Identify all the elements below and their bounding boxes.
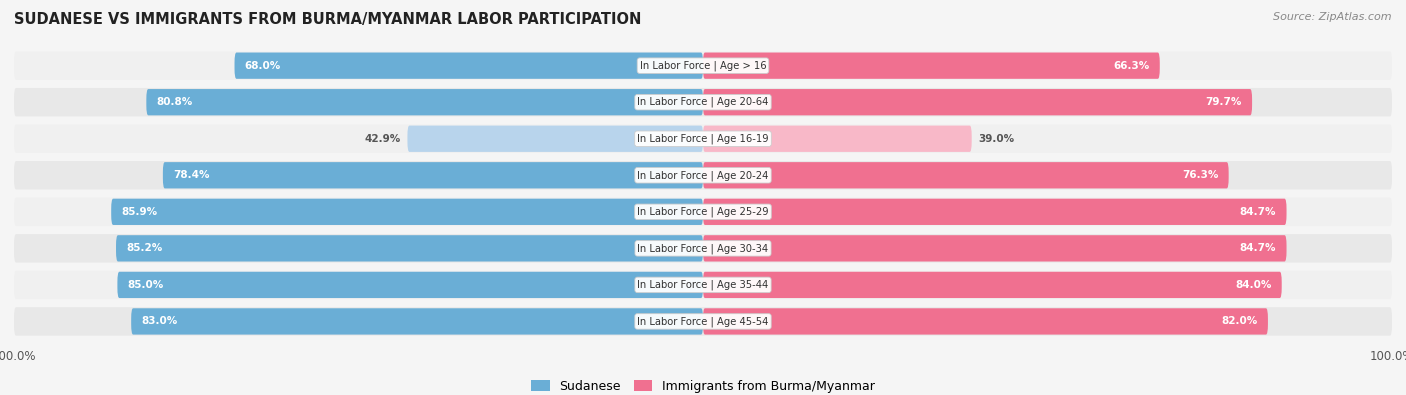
Text: In Labor Force | Age 35-44: In Labor Force | Age 35-44 xyxy=(637,280,769,290)
Text: In Labor Force | Age 45-54: In Labor Force | Age 45-54 xyxy=(637,316,769,327)
FancyBboxPatch shape xyxy=(131,308,703,335)
FancyBboxPatch shape xyxy=(14,307,1392,336)
Text: 80.8%: 80.8% xyxy=(156,97,193,107)
FancyBboxPatch shape xyxy=(703,272,1282,298)
Text: 85.9%: 85.9% xyxy=(121,207,157,217)
FancyBboxPatch shape xyxy=(146,89,703,115)
FancyBboxPatch shape xyxy=(14,161,1392,190)
FancyBboxPatch shape xyxy=(14,271,1392,299)
FancyBboxPatch shape xyxy=(14,198,1392,226)
FancyBboxPatch shape xyxy=(703,308,1268,335)
Text: 78.4%: 78.4% xyxy=(173,170,209,180)
Text: Source: ZipAtlas.com: Source: ZipAtlas.com xyxy=(1274,12,1392,22)
Text: In Labor Force | Age > 16: In Labor Force | Age > 16 xyxy=(640,60,766,71)
Text: In Labor Force | Age 20-64: In Labor Force | Age 20-64 xyxy=(637,97,769,107)
FancyBboxPatch shape xyxy=(703,199,1286,225)
FancyBboxPatch shape xyxy=(408,126,703,152)
Text: 84.7%: 84.7% xyxy=(1240,243,1277,253)
Text: In Labor Force | Age 25-29: In Labor Force | Age 25-29 xyxy=(637,207,769,217)
Text: 84.7%: 84.7% xyxy=(1240,207,1277,217)
Text: In Labor Force | Age 30-34: In Labor Force | Age 30-34 xyxy=(637,243,769,254)
Text: 82.0%: 82.0% xyxy=(1222,316,1257,326)
Text: In Labor Force | Age 16-19: In Labor Force | Age 16-19 xyxy=(637,134,769,144)
Text: In Labor Force | Age 20-24: In Labor Force | Age 20-24 xyxy=(637,170,769,181)
FancyBboxPatch shape xyxy=(235,53,703,79)
Text: 83.0%: 83.0% xyxy=(142,316,177,326)
FancyBboxPatch shape xyxy=(703,126,972,152)
FancyBboxPatch shape xyxy=(14,234,1392,263)
Text: 85.2%: 85.2% xyxy=(127,243,163,253)
Legend: Sudanese, Immigrants from Burma/Myanmar: Sudanese, Immigrants from Burma/Myanmar xyxy=(526,375,880,395)
Text: 76.3%: 76.3% xyxy=(1182,170,1219,180)
Text: 79.7%: 79.7% xyxy=(1205,97,1241,107)
Text: 39.0%: 39.0% xyxy=(979,134,1015,144)
FancyBboxPatch shape xyxy=(118,272,703,298)
FancyBboxPatch shape xyxy=(111,199,703,225)
Text: 85.0%: 85.0% xyxy=(128,280,165,290)
FancyBboxPatch shape xyxy=(14,88,1392,117)
Text: 68.0%: 68.0% xyxy=(245,61,281,71)
FancyBboxPatch shape xyxy=(14,124,1392,153)
FancyBboxPatch shape xyxy=(703,162,1229,188)
Text: SUDANESE VS IMMIGRANTS FROM BURMA/MYANMAR LABOR PARTICIPATION: SUDANESE VS IMMIGRANTS FROM BURMA/MYANMA… xyxy=(14,12,641,27)
Text: 42.9%: 42.9% xyxy=(364,134,401,144)
FancyBboxPatch shape xyxy=(117,235,703,261)
FancyBboxPatch shape xyxy=(163,162,703,188)
Text: 84.0%: 84.0% xyxy=(1234,280,1271,290)
FancyBboxPatch shape xyxy=(703,53,1160,79)
FancyBboxPatch shape xyxy=(14,51,1392,80)
FancyBboxPatch shape xyxy=(703,89,1253,115)
FancyBboxPatch shape xyxy=(703,235,1286,261)
Text: 66.3%: 66.3% xyxy=(1114,61,1150,71)
